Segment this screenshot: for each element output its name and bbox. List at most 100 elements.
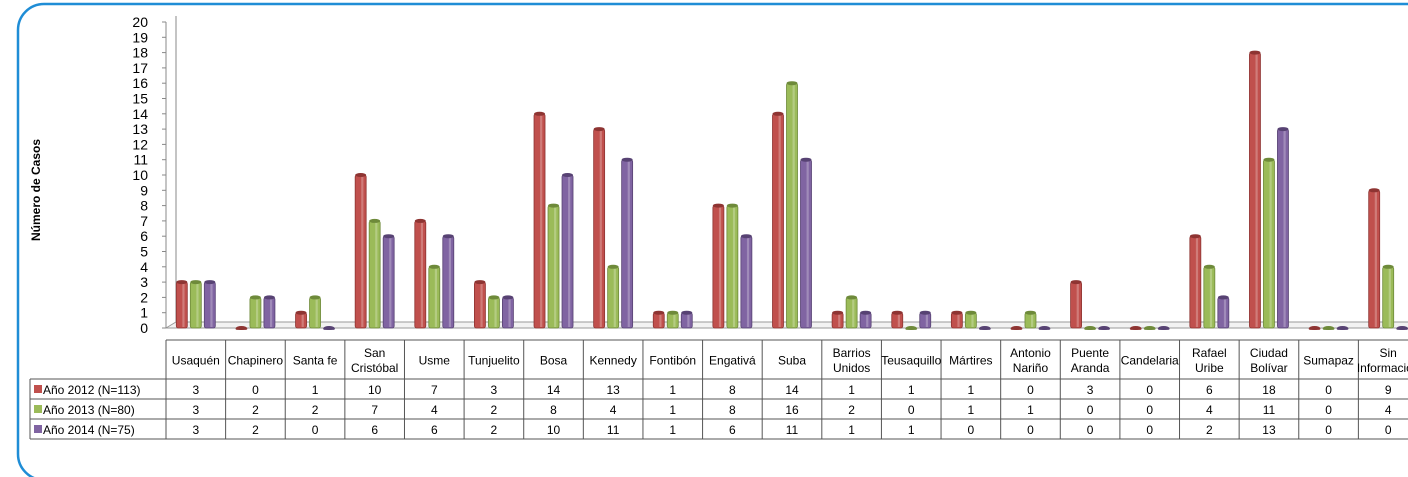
bar-front: [175, 281, 188, 329]
bar-2014-12: [919, 310, 932, 329]
bar-top: [1396, 326, 1408, 330]
table-value: 3: [192, 383, 199, 397]
bar-highlight: [778, 114, 781, 327]
bar-front: [666, 312, 679, 329]
bar-2013-10: [786, 81, 798, 329]
bar-highlight: [301, 313, 304, 327]
bar-2013-20: [1382, 264, 1395, 329]
bar-front: [189, 281, 202, 329]
bar-top: [681, 310, 693, 315]
table-value: 2: [491, 403, 498, 417]
bar-front: [964, 312, 977, 329]
bar-top: [176, 280, 188, 285]
table-value: 11: [607, 423, 620, 437]
bar-highlight: [1195, 237, 1199, 327]
table-value: 6: [729, 423, 736, 437]
bar-front: [859, 312, 872, 329]
y-tick-label: 2: [140, 289, 148, 305]
y-tick-label: 13: [132, 121, 148, 137]
category-label: Engativá: [709, 354, 756, 368]
y-tick-label: 6: [140, 228, 148, 244]
table-value: 1: [848, 383, 855, 397]
legend-key-0: [34, 385, 42, 393]
bar-top: [979, 326, 991, 330]
category-label: Nariño: [1013, 361, 1049, 375]
table-value: 2: [312, 403, 319, 417]
bar-highlight: [852, 298, 855, 327]
bar-highlight: [925, 313, 928, 327]
bar-2014-1: [263, 295, 276, 329]
bar-2012-19: [1308, 326, 1321, 330]
y-tick-label: 4: [140, 259, 148, 275]
bar-2013-3: [368, 218, 381, 329]
bar-top: [1144, 326, 1156, 330]
bar-highlight: [210, 283, 213, 327]
bar-2014-7: [621, 157, 634, 329]
category-label: Aranda: [1071, 361, 1110, 375]
table-value: 2: [1206, 423, 1213, 437]
bar-2014-13: [978, 326, 991, 330]
y-tick-label: 9: [140, 182, 148, 198]
bar-2013-2: [309, 295, 321, 329]
y-tick-label: 17: [132, 60, 148, 76]
bar-top: [712, 203, 724, 208]
bar-highlight: [687, 313, 690, 327]
bar-top: [1024, 310, 1036, 315]
bar-2014-14: [1038, 326, 1051, 330]
bar-2012-10: [772, 111, 784, 329]
bar-top: [1263, 157, 1275, 162]
bar-top: [1084, 326, 1096, 330]
bar-front: [712, 205, 725, 329]
bar-front: [1024, 312, 1037, 329]
category-label: Usaquén: [172, 354, 220, 368]
category-label: Antonio: [1010, 346, 1051, 360]
category-label: Suba: [778, 354, 806, 368]
bar-2014-5: [502, 295, 514, 329]
bar-front: [533, 113, 546, 329]
bar-highlight: [792, 84, 795, 327]
category-label: Barrios: [833, 346, 871, 360]
bar-top: [263, 295, 275, 300]
bar-highlight: [1209, 267, 1213, 327]
bar-highlight: [1223, 298, 1227, 327]
bar-front: [726, 205, 739, 329]
bar-highlight: [599, 130, 602, 327]
bar-highlight: [838, 313, 841, 327]
bar-top: [369, 218, 381, 223]
bar-highlight: [613, 267, 616, 327]
bar-front: [1070, 281, 1082, 329]
bar-top: [786, 81, 798, 86]
bar-front: [800, 159, 812, 329]
table-value: 2: [252, 423, 259, 437]
bar-2013-5: [488, 295, 500, 329]
bar-2012-7: [593, 127, 606, 329]
bar-top: [800, 157, 812, 162]
table-value: 0: [1325, 423, 1332, 437]
bar-2012-18: [1249, 50, 1261, 329]
table-value: 1: [669, 423, 676, 437]
bar-2012-11: [831, 310, 844, 329]
category-label: San: [364, 346, 385, 360]
bar-highlight: [1255, 53, 1258, 327]
category-label: Cristóbal: [351, 361, 398, 375]
bar-2013-0: [189, 280, 202, 329]
table-value: 1: [312, 383, 319, 397]
table-value: 2: [252, 403, 259, 417]
bar-2013-16: [1143, 326, 1156, 330]
bar-highlight: [1374, 191, 1377, 327]
bar-front: [831, 312, 844, 329]
bar-front: [203, 281, 216, 329]
table-value: 3: [1087, 383, 1094, 397]
bar-2013-18: [1263, 157, 1275, 329]
bar-2012-9: [712, 203, 725, 329]
bar-highlight: [480, 283, 483, 327]
table-value: 3: [192, 423, 199, 437]
table-value: 0: [312, 423, 319, 437]
bar-top: [1010, 326, 1022, 330]
category-label: Fontibón: [649, 354, 696, 368]
bar-highlight: [746, 237, 750, 327]
bar-highlight: [1076, 283, 1079, 327]
y-tick-label: 5: [140, 244, 148, 260]
bar-2012-0: [175, 280, 188, 329]
bar-top: [190, 280, 202, 285]
